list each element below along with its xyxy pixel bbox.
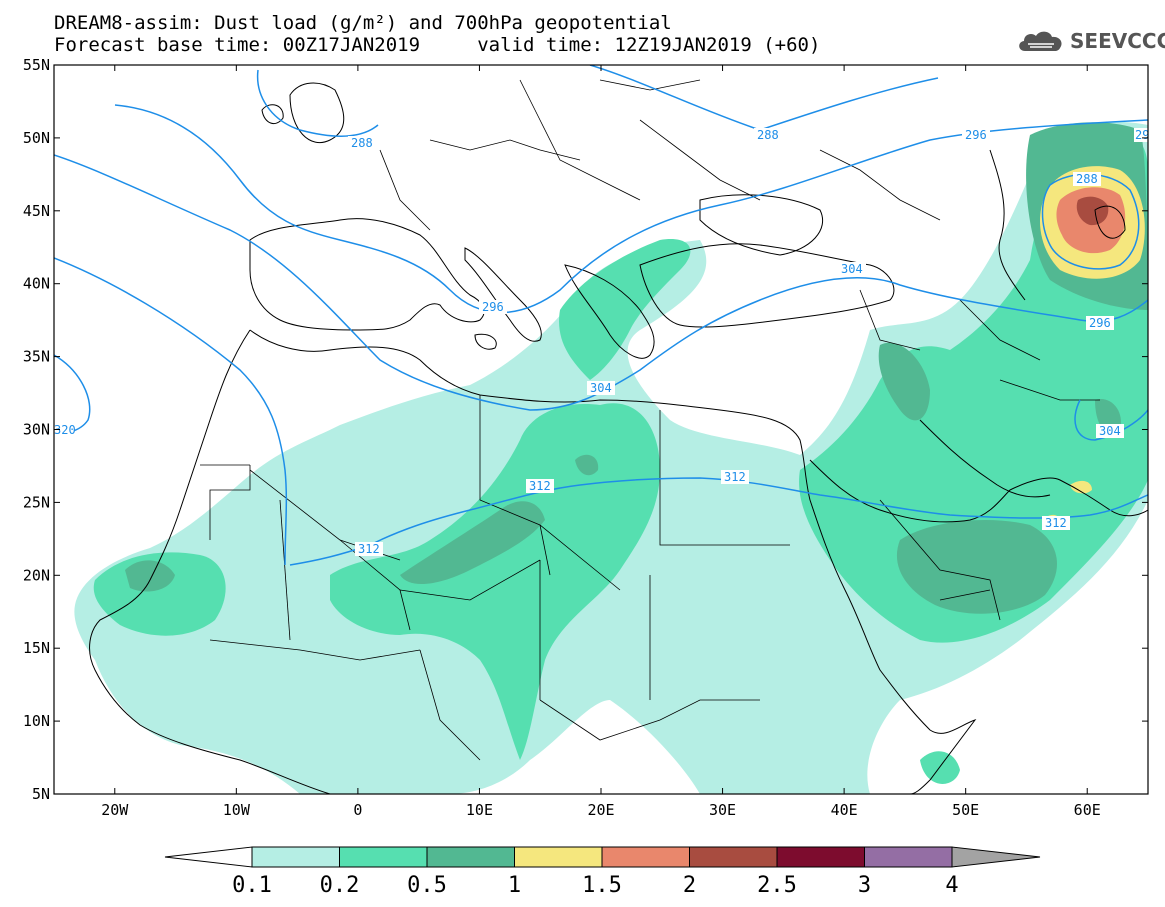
- iso-label: 312: [358, 542, 380, 556]
- iso-label: 312: [724, 470, 746, 484]
- colorbar-segment: [601, 846, 690, 868]
- lon-label: 20W: [101, 801, 129, 819]
- iso-label-312-mali: 312: [355, 542, 383, 556]
- iso-label-288-uk: 288: [348, 136, 376, 150]
- lat-label: 10N: [23, 712, 50, 730]
- iso-label: 320: [54, 423, 76, 437]
- iso-label: 288: [1076, 172, 1098, 186]
- iso-label-29-edge: 29: [1134, 128, 1149, 142]
- lon-label: 20E: [587, 801, 614, 819]
- colorbar-label: 2.5: [757, 873, 797, 898]
- lon-label: 10W: [223, 801, 251, 819]
- iso-label: 312: [1045, 516, 1067, 530]
- iso-label-312-oman: 312: [1042, 516, 1070, 530]
- seevccc-logo: SEEVCCC: [1016, 26, 1165, 56]
- lat-label: 30N: [23, 421, 50, 439]
- lat-label: 25N: [23, 493, 50, 511]
- iso-label: 296: [965, 128, 987, 142]
- colorbar-segment: [251, 846, 340, 868]
- lat-label: 50N: [23, 129, 50, 147]
- map-title: DREAM8-assim: Dust load (g/m²) and 700hP…: [54, 12, 672, 34]
- iso-label-312-chad: 312: [526, 479, 554, 493]
- lat-label: 15N: [23, 639, 50, 657]
- iso-label: 29: [1135, 128, 1149, 142]
- iso-label: 312: [529, 479, 551, 493]
- iso-label-320-atlantic: 320: [54, 423, 76, 437]
- colorbar-segment: [339, 846, 428, 868]
- lat-label: 5N: [32, 785, 50, 803]
- forecast-time-line: Forecast base time: 00Z17JAN2019 valid t…: [54, 34, 821, 56]
- colorbar-segment: [514, 846, 603, 868]
- lon-label: 50E: [952, 801, 979, 819]
- iso-label-304-turkey: 304: [838, 262, 866, 276]
- iso-label-312-egypt: 312: [721, 470, 749, 484]
- lon-label: 60E: [1074, 801, 1101, 819]
- lon-label: 30E: [709, 801, 736, 819]
- cloud-icon: [1019, 31, 1062, 51]
- lon-label: 10E: [466, 801, 493, 819]
- colorbar-label: 4: [945, 873, 958, 898]
- iso-label-296-ne: 296: [962, 128, 990, 142]
- logo-text: SEEVCCC: [1070, 29, 1165, 53]
- iso-label-304-iran: 304: [1096, 424, 1124, 438]
- dust-field: [56, 121, 1148, 794]
- colorbar-under-arrow: [164, 846, 253, 868]
- colorbar-segment: [426, 846, 515, 868]
- iso-label: 288: [757, 128, 779, 142]
- lat-label: 40N: [23, 275, 50, 293]
- colorbar-label: 1: [508, 873, 521, 898]
- geopotential-contours: [54, 65, 1148, 566]
- lat-label: 35N: [23, 348, 50, 366]
- map-axes: 55N 50N 45N 40N 35N 30N 25N 20N 15N 10N 5N 20W 10W 0 1…: [23, 56, 1148, 819]
- colorbar-label: 0.1: [232, 873, 272, 898]
- dust-level-2: [1076, 196, 1109, 226]
- iso-label: 288: [351, 136, 373, 150]
- lat-label: 45N: [23, 202, 50, 220]
- colorbar-label: 0.5: [407, 873, 447, 898]
- iso-label-296-italy: 296: [479, 300, 507, 314]
- colorbar: 0.1 0.2 0.5 1 1.5 2 2.5 3 4: [164, 846, 1041, 898]
- iso-label: 304: [1099, 424, 1121, 438]
- colorbar-segment: [689, 846, 778, 868]
- lon-label: 40E: [831, 801, 858, 819]
- colorbar-segment: [864, 846, 953, 868]
- colorbar-label: 0.2: [320, 873, 360, 898]
- iso-label-288-low: 288: [1073, 172, 1101, 186]
- colorbar-label: 3: [858, 873, 871, 898]
- lat-label: 55N: [23, 56, 50, 74]
- colorbar-over-arrow: [951, 846, 1041, 868]
- geopotential-labels: 288 288 296 288 296 304 296 304 304 312 …: [54, 128, 1149, 556]
- iso-label: 304: [841, 262, 863, 276]
- colorbar-segment: [776, 846, 865, 868]
- lat-label: 20N: [23, 566, 50, 584]
- colorbar-label: 2: [683, 873, 696, 898]
- colorbar-label: 1.5: [582, 873, 622, 898]
- iso-label-304-libya: 304: [587, 381, 615, 395]
- iso-label-288-east: 288: [754, 128, 782, 142]
- iso-label: 296: [482, 300, 504, 314]
- iso-label: 304: [590, 381, 612, 395]
- country-borders: [200, 79, 1100, 761]
- iso-label-296-caspian: 296: [1086, 316, 1114, 330]
- iso-label: 296: [1089, 316, 1111, 330]
- lon-label: 0: [353, 801, 362, 819]
